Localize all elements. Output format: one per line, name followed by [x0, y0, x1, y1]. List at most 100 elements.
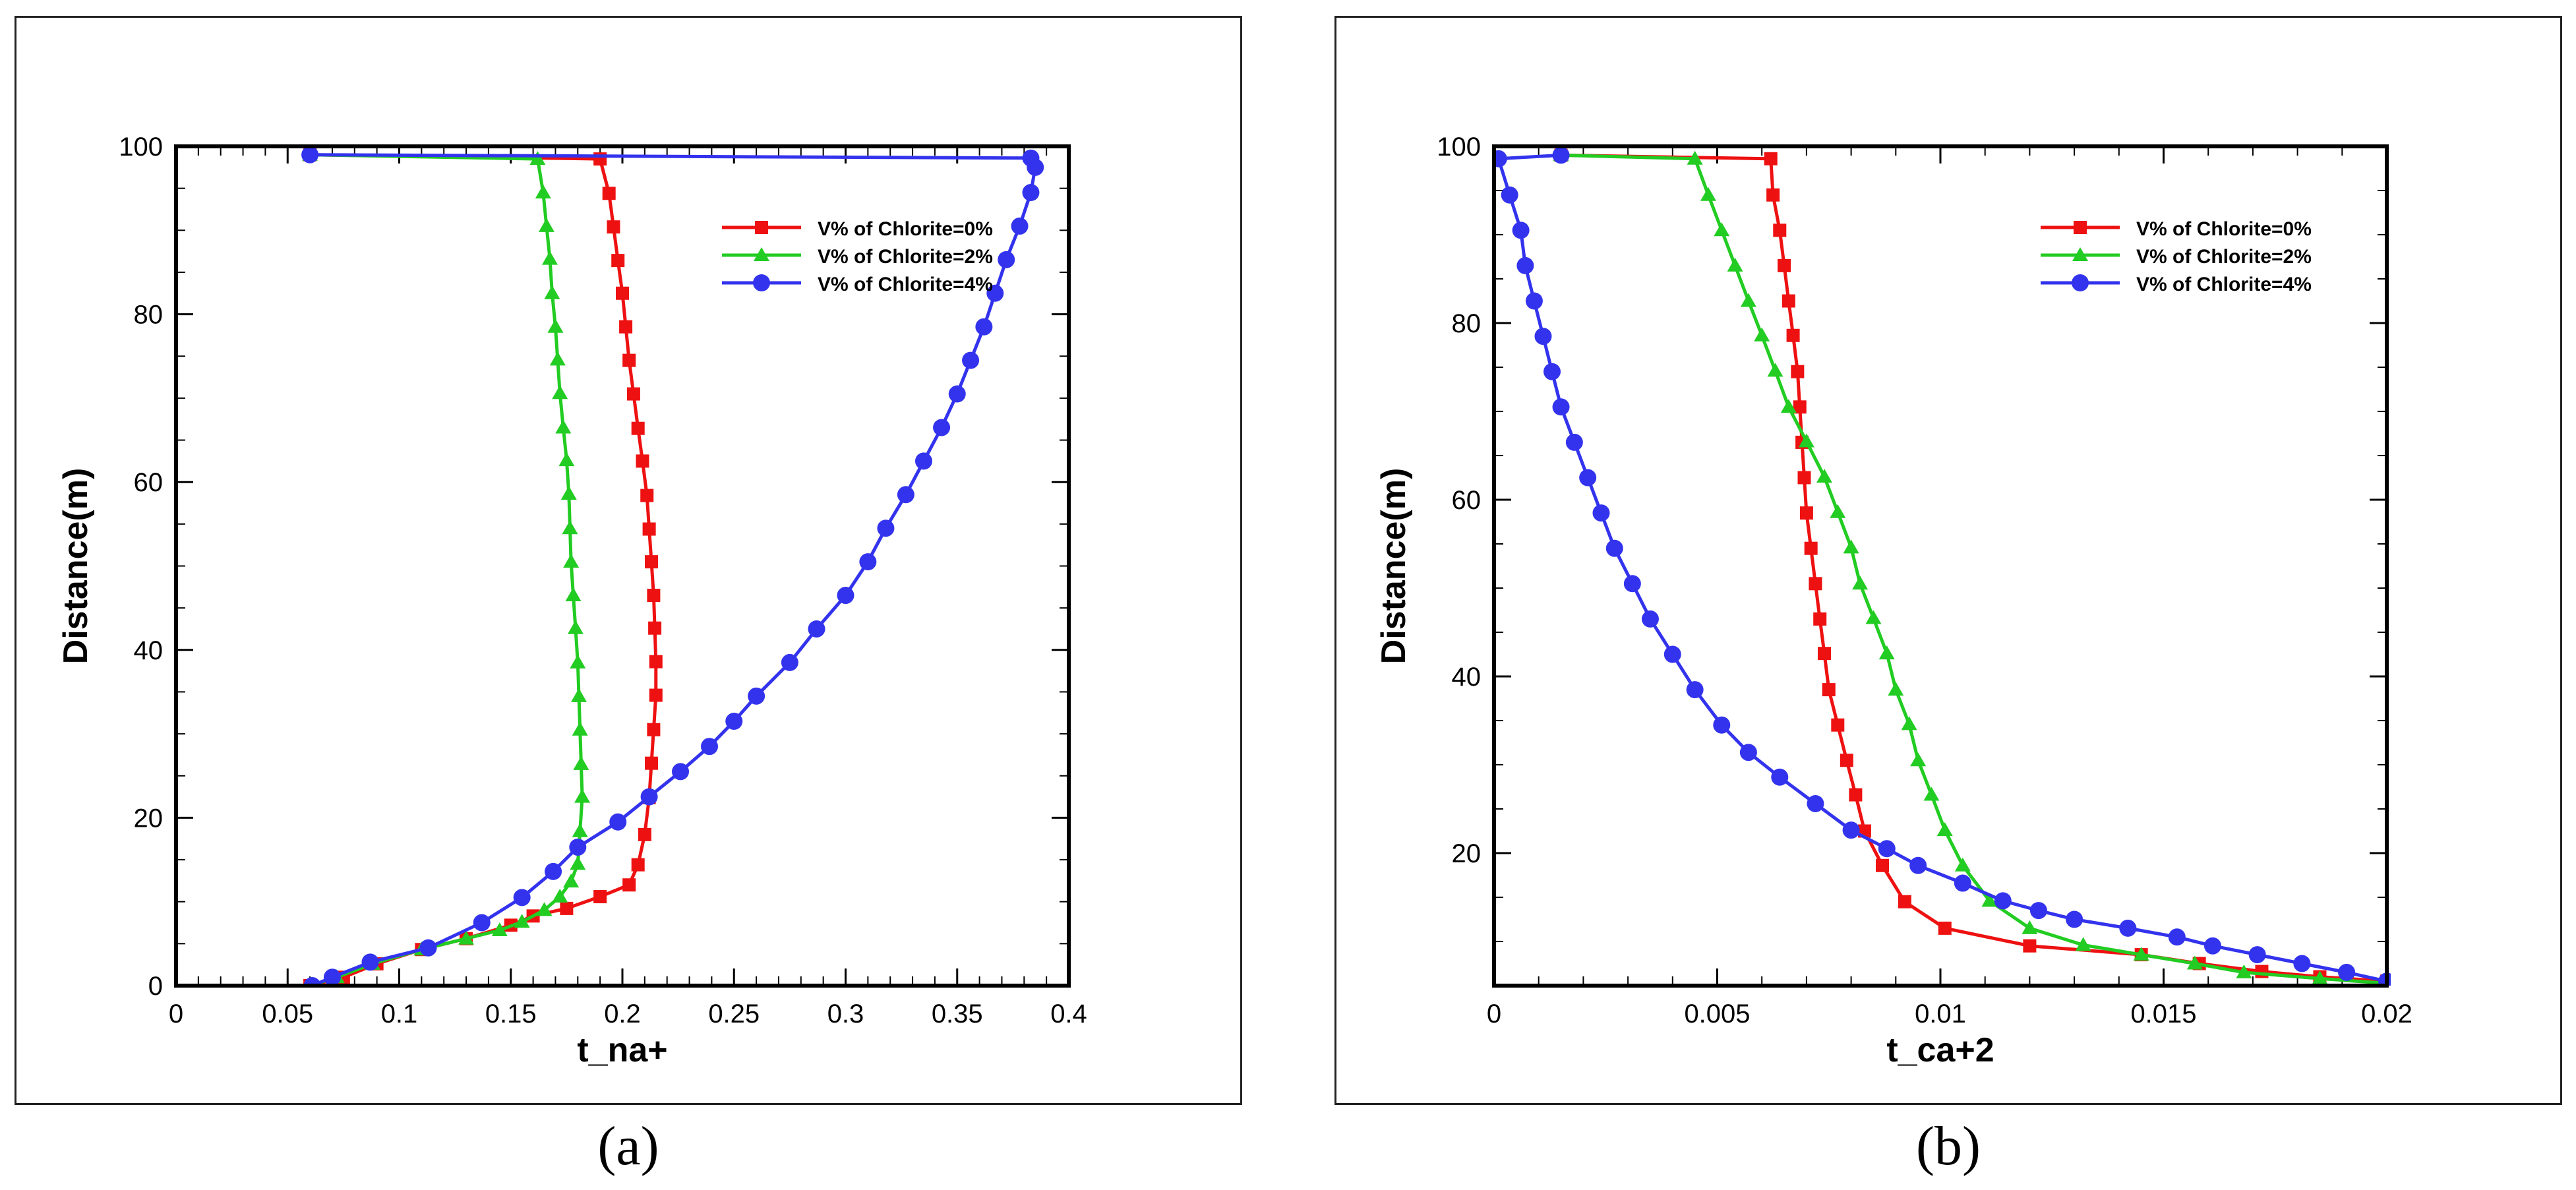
data-point-a-1-12: [574, 788, 591, 803]
data-point-a-1-16: [570, 654, 586, 669]
data-point-a-0-23: [631, 421, 645, 435]
data-point-a-1-29: [538, 218, 554, 232]
data-point-b-0-17: [1831, 718, 1845, 732]
data-point-a-0-24: [626, 387, 640, 401]
data-point-b-2-2: [1501, 186, 1518, 204]
data-point-b-0-22: [1898, 895, 1911, 908]
data-point-b-2-21: [1842, 821, 1860, 839]
y-tick-label-a-0: 0: [148, 972, 163, 1001]
data-point-a-2-5: [513, 889, 531, 907]
data-point-b-1-15: [1878, 645, 1895, 660]
data-point-a-1-21: [560, 486, 577, 500]
data-point-a-2-20: [914, 452, 932, 470]
data-point-b-1-13: [1852, 576, 1869, 590]
series-group-a: [301, 146, 1044, 986]
series-line-a-0: [309, 153, 658, 986]
legend-label-b-0: V% of Chlorite=0%: [2136, 218, 2312, 240]
x-tick-label-a-1: 0.05: [262, 999, 313, 1028]
legend-marker-a-0: [755, 221, 768, 234]
data-point-a-0-28: [611, 254, 625, 268]
x-tick-label-b-4: 0.02: [2361, 999, 2412, 1028]
data-point-a-0-29: [607, 220, 620, 234]
data-point-b-1-14: [1865, 610, 1882, 624]
data-point-a-1-27: [544, 285, 560, 299]
legend-marker-b-0: [2074, 221, 2087, 234]
plot-frame-a: [174, 144, 1071, 988]
data-point-a-2-18: [877, 520, 895, 537]
data-point-b-2-20: [1807, 794, 1824, 812]
data-point-b-0-13: [1809, 577, 1822, 591]
data-point-b-2-24: [1954, 874, 1971, 892]
data-point-b-0-19: [1849, 788, 1863, 802]
data-point-b-1-18: [1910, 752, 1927, 767]
data-point-b-1-9: [1798, 433, 1814, 448]
data-point-b-0-2: [1766, 188, 1780, 202]
data-point-a-2-10: [672, 763, 690, 781]
data-point-b-2-14: [1641, 610, 1659, 628]
data-point-b-1-1: [1687, 150, 1703, 165]
data-point-b-2-28: [2119, 919, 2137, 937]
data-point-b-0-15: [1817, 647, 1831, 661]
data-point-b-2-15: [1663, 645, 1681, 663]
data-point-b-1-23: [2022, 920, 2038, 934]
data-point-b-0-27: [2255, 965, 2269, 978]
data-point-b-2-27: [2066, 910, 2083, 928]
x-tick-label-b-2: 0.01: [1915, 999, 1966, 1028]
data-point-b-0-4: [1778, 258, 1791, 272]
data-point-b-0-5: [1782, 294, 1795, 308]
x-axis-label-a: t_na+: [577, 1031, 667, 1069]
x-axis-label-b: t_ca+2: [1886, 1031, 1994, 1069]
data-point-a-1-24: [552, 385, 568, 400]
data-point-b-1-21: [1954, 857, 1971, 872]
data-point-b-2-18: [1739, 744, 1757, 761]
data-point-a-2-23: [962, 351, 980, 369]
legend-marker-b-2: [2072, 274, 2089, 291]
data-point-b-1-17: [1901, 716, 1917, 730]
data-point-a-0-30: [602, 187, 616, 200]
legend-label-a-1: V% of Chlorite=2%: [818, 246, 993, 268]
data-point-a-2-2: [361, 953, 379, 971]
data-point-a-1-26: [547, 318, 564, 333]
data-point-b-0-16: [1822, 683, 1836, 697]
legend-label-a-2: V% of Chlorite=4%: [818, 274, 993, 295]
data-point-a-0-16: [649, 655, 663, 669]
legend-marker-a-1: [754, 247, 769, 261]
x-tick-label-a-8: 0.4: [1050, 999, 1087, 1028]
y-tick-label-a-5: 100: [119, 133, 163, 162]
y-tick-label-b-2: 60: [1452, 486, 1482, 515]
data-point-a-1-9: [563, 874, 580, 888]
data-point-a-2-28: [1022, 184, 1040, 202]
data-point-b-0-21: [1875, 858, 1889, 872]
data-point-a-2-13: [748, 687, 765, 705]
data-point-b-1-10: [1816, 469, 1832, 483]
data-point-b-1-27: [2236, 964, 2252, 978]
data-point-a-2-25: [986, 284, 1004, 302]
data-point-a-1-25: [549, 351, 566, 366]
chart-b: 0 0.005 0.01 0.015 0.02 20 40 60 80 100 t_ca+2 Dist…: [1375, 133, 2412, 1069]
data-point-a-1-5: [491, 922, 508, 936]
data-point-b-0-14: [1813, 612, 1827, 626]
chart-a: 0 0.05 0.1 0.15 0.2 0.25 0.3 0.35 0.4 0 20 40 60 80 10…: [57, 133, 1087, 1069]
data-point-a-1-4: [458, 930, 475, 945]
data-point-a-1-10: [570, 856, 586, 870]
data-point-b-2-33: [2338, 963, 2356, 981]
data-point-b-2-11: [1592, 504, 1610, 522]
data-point-b-2-10: [1579, 469, 1597, 487]
data-point-b-1-4: [1727, 257, 1743, 272]
legend-marker-b-1: [2072, 247, 2088, 261]
data-point-a-2-7: [569, 838, 587, 856]
data-point-b-1-12: [1843, 539, 1859, 554]
data-point-a-0-25: [622, 353, 636, 367]
data-point-a-1-19: [563, 554, 580, 568]
data-point-a-1-13: [573, 756, 589, 770]
data-point-b-2-12: [1605, 539, 1623, 557]
data-point-a-1-31: [529, 151, 546, 165]
data-point-a-2-22: [948, 385, 966, 403]
data-point-a-0-31: [593, 152, 607, 166]
data-point-a-0-8: [593, 890, 607, 904]
data-point-b-2-1: [1494, 150, 1507, 167]
data-point-a-1-23: [555, 419, 572, 434]
data-point-b-2-29: [2168, 928, 2186, 946]
data-point-a-2-16: [837, 587, 854, 605]
data-point-a-0-15: [649, 688, 663, 702]
